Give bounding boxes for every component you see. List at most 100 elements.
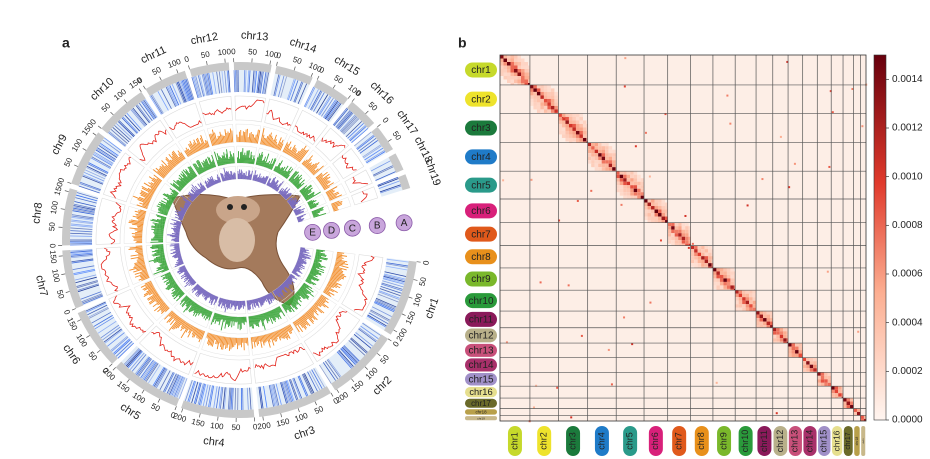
contact-cell — [532, 406, 535, 409]
track-a-stripe — [95, 149, 115, 162]
contact-cell — [637, 188, 641, 193]
track-bar — [261, 134, 265, 145]
track-bar — [322, 181, 331, 188]
track-a-stripe — [70, 251, 93, 255]
track-a-background — [256, 367, 327, 410]
contact-cell — [558, 127, 562, 131]
track-a-stripe — [206, 73, 213, 95]
track-frame — [301, 149, 328, 176]
tick-label: 200 — [172, 411, 188, 424]
track-bar — [268, 311, 273, 319]
track-a-stripe — [360, 325, 379, 340]
track-bar — [269, 310, 275, 321]
track-bar — [157, 208, 169, 213]
track-bar — [264, 162, 268, 168]
track-bar — [151, 225, 165, 229]
track-bar — [266, 311, 270, 318]
track-bar — [278, 306, 286, 317]
track-bar — [327, 192, 334, 197]
track-b-line — [100, 247, 118, 292]
contact-cell — [756, 314, 760, 319]
contact-cell — [572, 123, 576, 128]
track-bar — [195, 190, 200, 195]
track-bar — [289, 324, 294, 331]
track-bar — [263, 176, 268, 185]
track-bar — [317, 177, 323, 182]
track-bar — [276, 330, 282, 341]
track-a-stripe — [326, 359, 341, 378]
contact-cell — [579, 123, 583, 128]
track-bar — [162, 273, 172, 279]
contact-cell — [647, 206, 652, 210]
track-bar — [320, 176, 331, 185]
track-bar — [178, 214, 184, 218]
contact-cell — [752, 293, 757, 298]
track-bar — [262, 156, 266, 167]
track-a-stripe — [309, 370, 321, 391]
column-label: chr10 — [740, 430, 750, 453]
track-bar — [139, 202, 149, 207]
contact-cell — [524, 69, 528, 73]
track-a-stripe — [319, 364, 332, 384]
track-bar — [185, 298, 191, 305]
track-frame — [246, 292, 279, 314]
track-a-stripe — [108, 132, 126, 147]
contact-cell — [510, 72, 514, 76]
contact-cell — [572, 130, 576, 135]
contact-cell — [510, 65, 514, 69]
chromosome-label: chr14 — [288, 36, 318, 56]
contact-cell — [633, 192, 638, 196]
track-bar — [301, 160, 306, 165]
track-bar — [204, 159, 210, 170]
contact-cell — [667, 236, 672, 241]
track-bar — [265, 162, 269, 168]
contact-cell — [579, 120, 583, 124]
track-bar — [294, 267, 300, 271]
contact-cell — [533, 102, 537, 106]
track-bar — [273, 290, 277, 295]
track-bar — [297, 218, 302, 221]
track-bar — [311, 267, 325, 274]
colorbar-tick-label: 0.0012 — [892, 123, 923, 134]
track-bar — [161, 166, 169, 174]
track-bar — [204, 291, 209, 297]
contact-cell — [809, 361, 814, 365]
contact-cell — [616, 188, 620, 193]
track-a-stripe — [215, 386, 220, 409]
track-bar — [285, 280, 291, 286]
track-a-stripe — [271, 384, 277, 407]
contact-cell — [735, 297, 739, 301]
track-a-stripe — [280, 76, 287, 98]
track-bar — [288, 276, 293, 280]
track-a-stripe — [70, 250, 93, 253]
track-bar — [270, 157, 276, 170]
track-bar — [284, 327, 291, 339]
track-bar — [313, 214, 320, 217]
chromosome-pill — [465, 203, 497, 219]
chromosome-label: chr10 — [88, 76, 116, 103]
contact-cell — [575, 127, 580, 131]
contact-cell — [565, 127, 569, 131]
track-a-stripe — [130, 109, 146, 127]
track-a-stripe — [338, 112, 354, 130]
contact-cell — [637, 178, 641, 182]
contact-cell — [791, 343, 796, 347]
track-bar — [148, 176, 160, 185]
track-bar — [191, 280, 196, 285]
contact-cell — [783, 331, 787, 335]
track-bar — [171, 190, 178, 196]
track-a-stripe — [81, 294, 103, 304]
track-bar — [319, 296, 329, 304]
track-bar — [156, 215, 167, 220]
track-bar — [185, 277, 193, 284]
track-bar — [184, 323, 189, 330]
track-frame — [278, 182, 297, 201]
contact-cell — [820, 379, 825, 383]
contact-cell — [524, 83, 528, 85]
track-bar — [220, 298, 223, 305]
track-bar — [221, 134, 224, 144]
contact-cell — [685, 240, 689, 244]
contact-cell — [540, 98, 544, 103]
track-bar — [225, 299, 228, 304]
track-bar — [328, 192, 340, 199]
